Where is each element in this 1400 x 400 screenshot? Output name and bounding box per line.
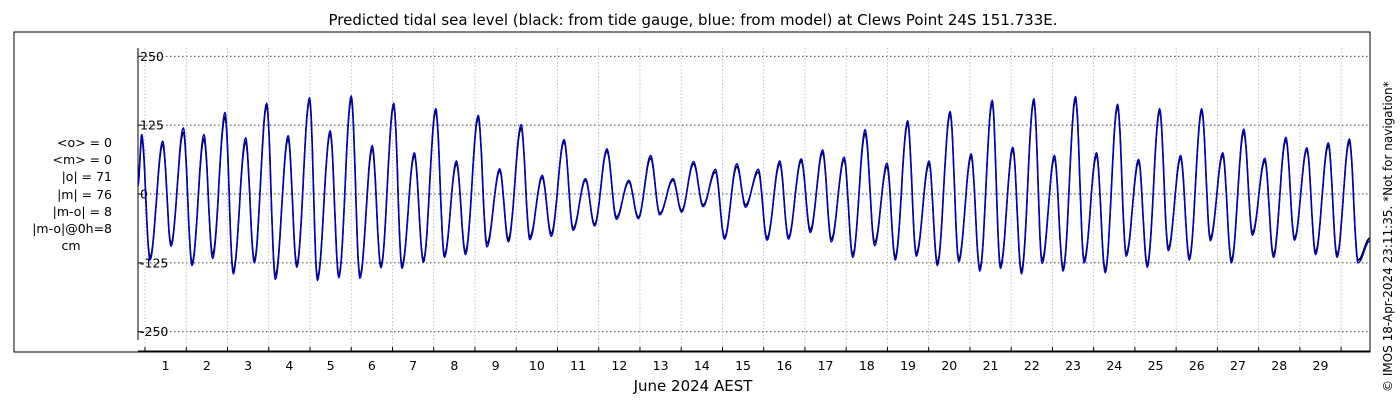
x-tick-label: 15 [735, 358, 751, 373]
stat-mean-obs: <o> = 0 [57, 135, 112, 150]
x-axis-label: June 2024 AEST [633, 377, 754, 395]
grid-lines [138, 48, 1370, 351]
stats-panel: <o> = 0 <m> = 0 |o| = 71 |m| = 76 |m-o| … [16, 134, 112, 254]
x-tick-label: 16 [776, 358, 792, 373]
series-line-model [137, 95, 1371, 282]
y-tick-label: 125 [140, 118, 164, 133]
x-tick-label: 27 [1230, 358, 1246, 373]
x-tick-label: 6 [368, 358, 376, 373]
stat-abs-diff-0h: |m-o|@0h=8 [32, 221, 112, 237]
stat-abs-obs: |o| = 71 [61, 169, 112, 185]
x-tick-label: 22 [1024, 358, 1040, 373]
x-tick-label: 28 [1271, 358, 1287, 373]
x-tick-label: 20 [941, 358, 957, 373]
x-tick-label: 4 [285, 358, 293, 373]
chart-title: Predicted tidal sea level (black: from t… [328, 11, 1057, 29]
x-tick-label: 19 [900, 358, 916, 373]
x-tick-label: 3 [244, 358, 252, 373]
x-tick-label: 29 [1313, 358, 1329, 373]
outer-frame [13, 31, 1371, 353]
stat-abs-diff: |m-o| = 8 [52, 203, 112, 219]
x-ticks: 1 2 3 4 5 6 7 8 9 10 11 12 13 14 15 16 17 18 19 20 21 22 23 24 2… [144, 347, 1342, 373]
x-tick-label: 13 [653, 358, 669, 373]
x-tick-label: 1 [162, 358, 170, 373]
x-tick-label: 25 [1148, 358, 1164, 373]
series-line-gauge [137, 98, 1371, 279]
copyright-note: © IMOS 18-Apr-2024 23:11:35. *Not for na… [1381, 81, 1395, 392]
x-tick-label: 8 [450, 358, 458, 373]
x-tick-label: 17 [818, 358, 834, 373]
x-tick-label: 10 [529, 358, 545, 373]
stat-unit: cm [61, 238, 81, 254]
x-tick-label: 2 [203, 358, 211, 373]
x-tick-label: 11 [570, 358, 586, 373]
y-tick-label: 250 [140, 49, 164, 64]
x-tick-label: 24 [1106, 358, 1122, 373]
y-tick-label: -250 [140, 324, 168, 339]
y-tick-label: -125 [140, 255, 168, 270]
x-tick-label: 9 [492, 358, 500, 373]
x-tick-label: 21 [983, 358, 999, 373]
x-tick-label: 5 [327, 358, 335, 373]
x-tick-label: 7 [409, 358, 417, 373]
x-tick-label: 23 [1065, 358, 1081, 373]
x-tick-label: 26 [1189, 358, 1205, 373]
y-ticks: 250 125 0 -125 -250 [138, 49, 168, 339]
stat-abs-model: |m| = 76 [57, 186, 112, 202]
series-layer [137, 95, 1371, 282]
x-tick-label: 18 [859, 358, 875, 373]
x-tick-label: 14 [694, 358, 710, 373]
stat-mean-model: <m> = 0 [52, 152, 113, 168]
y-tick-label: 0 [140, 187, 148, 202]
x-tick-label: 12 [611, 358, 627, 373]
